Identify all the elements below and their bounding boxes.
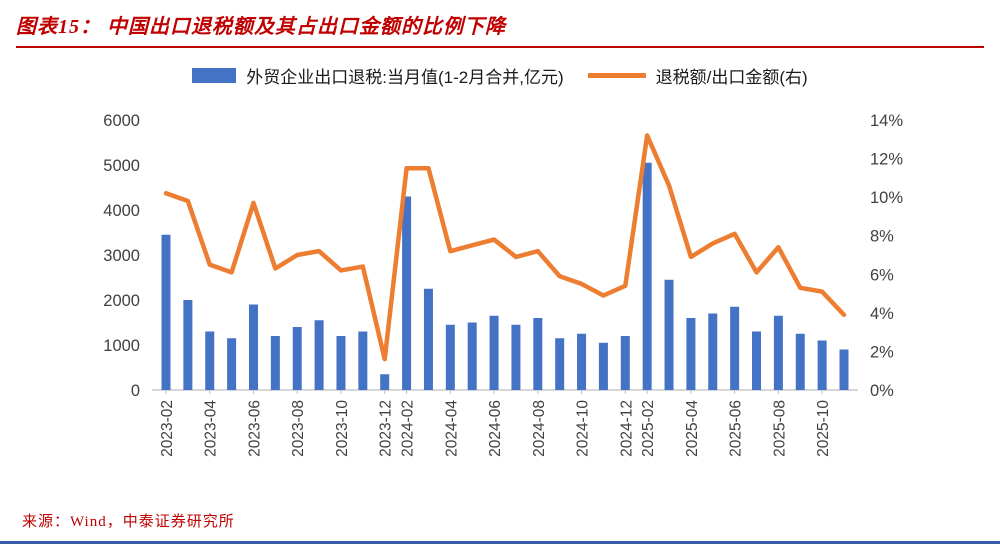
bar xyxy=(730,306,740,390)
bar xyxy=(292,327,302,390)
bar xyxy=(795,333,805,390)
bar xyxy=(708,313,718,390)
bars-series xyxy=(161,162,849,390)
footer-divider xyxy=(0,541,1000,544)
bar xyxy=(358,331,368,390)
x-axis-tick-label: 2025-02 xyxy=(640,400,657,457)
x-axis-tick-label: 2025-06 xyxy=(728,400,745,457)
bar-series-swatch xyxy=(192,68,237,83)
left-axis-tick-label: 0 xyxy=(131,382,140,400)
chart-legend: 外贸企业出口退税:当月值(1-2月合并,亿元) 退税额/出口金额(右) xyxy=(0,63,1000,88)
left-axis-tick-label: 1000 xyxy=(103,337,140,355)
x-axis-tick-label: 2023-12 xyxy=(378,400,395,457)
bar xyxy=(664,279,674,390)
figure-header: 图表15： 中国出口退税额及其占出口金额的比例下降 xyxy=(0,0,1000,48)
x-axis-tick-label: 2024-06 xyxy=(487,400,504,457)
bar xyxy=(402,196,412,390)
bar xyxy=(817,340,827,390)
bar xyxy=(445,324,455,390)
bar xyxy=(270,336,280,390)
bar xyxy=(839,349,849,390)
right-axis-tick-label: 10% xyxy=(870,189,903,207)
right-axis-tick-label: 12% xyxy=(870,151,903,169)
left-axis-tick-label: 2000 xyxy=(103,292,140,310)
bar xyxy=(248,304,258,390)
x-axis-tick-label: 2023-10 xyxy=(334,400,351,457)
bar xyxy=(511,324,521,390)
left-axis-tick-label: 5000 xyxy=(103,157,140,175)
bar xyxy=(555,338,565,390)
x-axis-tick-label: 2023-04 xyxy=(203,400,220,457)
bar xyxy=(336,336,346,390)
bar xyxy=(423,288,433,390)
figure-title: 图表15： 中国出口退税额及其占出口金额的比例下降 xyxy=(16,16,506,38)
left-axis-tick-label: 3000 xyxy=(103,247,140,265)
bar xyxy=(686,318,696,390)
bar xyxy=(533,318,543,390)
bar xyxy=(314,320,324,390)
bar xyxy=(489,315,499,390)
bar xyxy=(577,333,587,390)
bar xyxy=(752,331,762,390)
bar xyxy=(642,162,652,390)
x-axis-labels: 2023-02 2023-04 2023-06 2023-08 2023-10 2023-… xyxy=(159,390,832,457)
bar xyxy=(620,336,630,390)
line-series-swatch xyxy=(587,73,646,78)
x-axis-tick-label: 2024-12 xyxy=(618,400,635,457)
x-axis-tick-label: 2024-08 xyxy=(531,400,548,457)
x-axis-tick-label: 2023-08 xyxy=(290,400,307,457)
chart-area: 0 1000 2000 3000 4000 5000 6000 0% 2% 4% 6% 8% 10% 12… xyxy=(0,90,1000,502)
right-axis-tick-label: 6% xyxy=(870,266,894,284)
bar xyxy=(227,338,237,390)
bar-series-label: 外贸企业出口退税:当月值(1-2月合并,亿元) xyxy=(246,68,564,87)
right-axis-tick-label: 4% xyxy=(870,305,894,323)
bar xyxy=(161,234,171,390)
left-axis-labels: 0 1000 2000 3000 4000 5000 6000 xyxy=(103,112,140,400)
x-axis-tick-label: 2025-08 xyxy=(771,400,788,457)
bar xyxy=(205,331,215,390)
source-note: 来源：Wind，中泰证券研究所 xyxy=(22,514,235,530)
x-axis-tick-label: 2024-04 xyxy=(443,400,460,457)
x-axis-tick-label: 2025-10 xyxy=(815,400,832,457)
right-axis-tick-label: 2% xyxy=(870,343,894,361)
right-axis-tick-label: 8% xyxy=(870,228,894,246)
line-series-label: 退税额/出口金额(右) xyxy=(655,68,808,87)
left-axis-tick-label: 4000 xyxy=(103,202,140,220)
title-divider xyxy=(16,46,984,48)
right-axis-labels: 0% 2% 4% 6% 8% 10% 12% 14% xyxy=(870,112,903,400)
x-axis-tick-label: 2024-10 xyxy=(575,400,592,457)
x-axis-tick-label: 2024-02 xyxy=(400,400,417,457)
x-axis-tick-label: 2023-06 xyxy=(246,400,263,457)
x-axis-tick-label: 2025-04 xyxy=(684,400,701,457)
right-axis-tick-label: 0% xyxy=(870,382,894,400)
right-axis-tick-label: 14% xyxy=(870,112,903,130)
bar xyxy=(467,322,477,390)
bar xyxy=(380,374,390,390)
x-axis-tick-label: 2023-02 xyxy=(159,400,176,457)
ratio-line xyxy=(163,133,847,362)
bar xyxy=(773,315,783,390)
bar xyxy=(598,342,608,390)
chart-canvas: 0 1000 2000 3000 4000 5000 6000 0% 2% 4% 6% 8% 10% 12… xyxy=(103,112,903,457)
left-axis-tick-label: 6000 xyxy=(103,112,140,130)
bar xyxy=(183,300,193,390)
